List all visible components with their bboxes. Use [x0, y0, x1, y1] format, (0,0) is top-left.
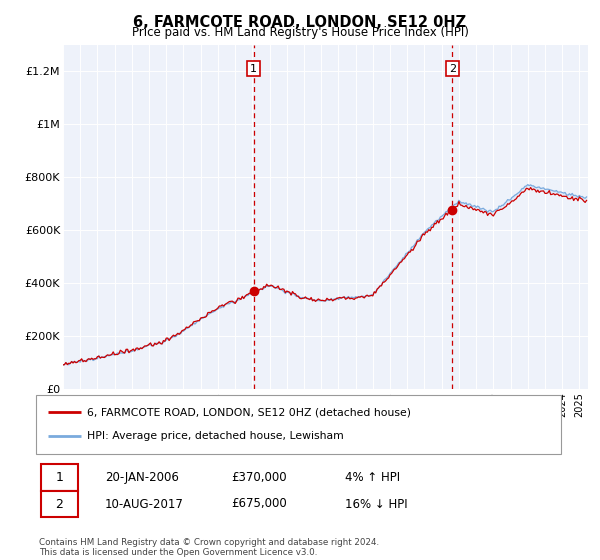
Text: 1: 1 — [55, 470, 64, 484]
Text: 6, FARMCOTE ROAD, LONDON, SE12 0HZ: 6, FARMCOTE ROAD, LONDON, SE12 0HZ — [133, 15, 467, 30]
Text: 10-AUG-2017: 10-AUG-2017 — [105, 497, 184, 511]
Text: HPI: Average price, detached house, Lewisham: HPI: Average price, detached house, Lewi… — [87, 431, 344, 441]
Text: 2: 2 — [449, 64, 456, 74]
Text: 4% ↑ HPI: 4% ↑ HPI — [345, 470, 400, 484]
Text: 16% ↓ HPI: 16% ↓ HPI — [345, 497, 407, 511]
Text: Contains HM Land Registry data © Crown copyright and database right 2024.
This d: Contains HM Land Registry data © Crown c… — [39, 538, 379, 557]
Text: Price paid vs. HM Land Registry's House Price Index (HPI): Price paid vs. HM Land Registry's House … — [131, 26, 469, 39]
Text: 2: 2 — [55, 497, 64, 511]
Text: £675,000: £675,000 — [231, 497, 287, 511]
Text: 1: 1 — [250, 64, 257, 74]
Text: 6, FARMCOTE ROAD, LONDON, SE12 0HZ (detached house): 6, FARMCOTE ROAD, LONDON, SE12 0HZ (deta… — [87, 408, 411, 418]
Text: 20-JAN-2006: 20-JAN-2006 — [105, 470, 179, 484]
Text: £370,000: £370,000 — [231, 470, 287, 484]
